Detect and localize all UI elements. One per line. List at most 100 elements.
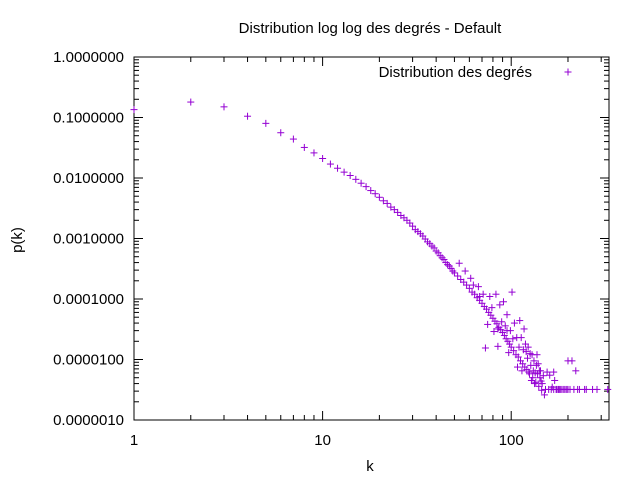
data-point	[540, 391, 548, 399]
data-point	[357, 179, 365, 187]
data-point	[454, 272, 462, 280]
data-point	[527, 376, 535, 384]
data-point	[499, 328, 507, 336]
data-point	[501, 322, 509, 330]
x-axis-label: k	[366, 458, 374, 475]
data-point	[518, 367, 526, 375]
data-point	[310, 149, 318, 157]
data-point	[346, 171, 354, 179]
x-tick-label: 10	[314, 432, 331, 449]
data-point	[509, 335, 517, 343]
data-point	[187, 98, 195, 106]
data-point	[492, 290, 500, 298]
data-point	[493, 320, 501, 328]
data-point	[572, 367, 580, 375]
data-point	[471, 290, 479, 298]
data-point	[508, 288, 516, 296]
y-tick-label: 0.0000010	[53, 412, 124, 429]
data-point	[362, 183, 370, 191]
data-point	[500, 331, 508, 339]
data-point	[525, 368, 533, 376]
data-point	[467, 274, 475, 282]
data-point	[524, 343, 532, 351]
data-point	[481, 344, 489, 352]
data-point	[582, 385, 590, 393]
data-point	[604, 385, 612, 393]
data-point	[465, 284, 473, 292]
x-tick-label: 100	[499, 432, 524, 449]
data-point	[532, 378, 540, 386]
data-point	[510, 319, 518, 327]
data-point	[488, 304, 496, 312]
data-point	[546, 371, 554, 379]
axis-ticks: 1 10 100 1.0000000 0.1000000 0.0100000 0.00100…	[53, 49, 609, 449]
legend: Distribution des degrés	[379, 64, 572, 81]
data-point	[262, 119, 270, 127]
data-point	[450, 269, 458, 277]
data-point	[130, 106, 138, 114]
data-point	[494, 342, 502, 350]
data-point	[537, 367, 545, 375]
data-point	[455, 259, 463, 267]
data-points	[130, 98, 612, 399]
chart-title: Distribution log log des degrés - Defaul…	[239, 20, 502, 37]
data-point	[469, 281, 477, 289]
data-point	[352, 175, 360, 183]
data-point	[326, 160, 334, 168]
y-tick-label: 0.0000100	[53, 352, 124, 369]
data-point	[220, 103, 228, 111]
data-point	[496, 301, 504, 309]
y-tick-label: 0.1000000	[53, 110, 124, 127]
data-point	[277, 129, 285, 137]
data-point	[375, 193, 383, 201]
data-point	[507, 343, 515, 351]
y-tick-label: 0.0100000	[53, 170, 124, 187]
data-point	[394, 208, 402, 216]
data-point	[479, 290, 487, 298]
data-point	[538, 386, 546, 394]
data-point	[533, 351, 541, 359]
data-point	[523, 354, 531, 362]
legend-marker	[564, 68, 572, 76]
data-point	[460, 278, 468, 286]
data-point	[334, 164, 342, 172]
data-point	[516, 317, 524, 325]
data-point	[517, 334, 525, 342]
data-point	[494, 325, 502, 333]
data-point	[506, 340, 514, 348]
data-point	[476, 292, 484, 300]
data-point	[319, 155, 327, 163]
data-point	[444, 261, 452, 269]
data-point	[409, 222, 417, 230]
data-point	[531, 380, 539, 388]
data-point	[505, 349, 513, 357]
data-point	[525, 370, 533, 378]
data-point	[486, 292, 494, 300]
data-point	[514, 363, 522, 371]
data-point	[551, 376, 559, 384]
data-point	[499, 298, 507, 306]
data-point	[530, 357, 538, 365]
y-tick-label: 0.0001000	[53, 291, 124, 308]
data-point	[514, 353, 522, 361]
y-axis-label: p(k)	[9, 227, 26, 253]
data-point	[244, 112, 252, 120]
data-point	[534, 360, 542, 368]
data-point	[520, 325, 528, 333]
data-point	[371, 190, 379, 198]
data-point	[538, 380, 546, 388]
x-tick-label: 1	[130, 432, 138, 449]
data-point	[440, 255, 448, 263]
y-tick-label: 1.0000000	[53, 49, 124, 66]
data-point	[532, 361, 540, 369]
data-point	[506, 327, 514, 335]
data-point	[522, 348, 530, 356]
data-point	[539, 372, 547, 380]
data-point	[593, 385, 601, 393]
data-point	[461, 267, 469, 275]
data-point	[534, 370, 542, 378]
data-point	[490, 328, 498, 336]
data-point	[498, 318, 506, 326]
data-point	[510, 347, 518, 355]
